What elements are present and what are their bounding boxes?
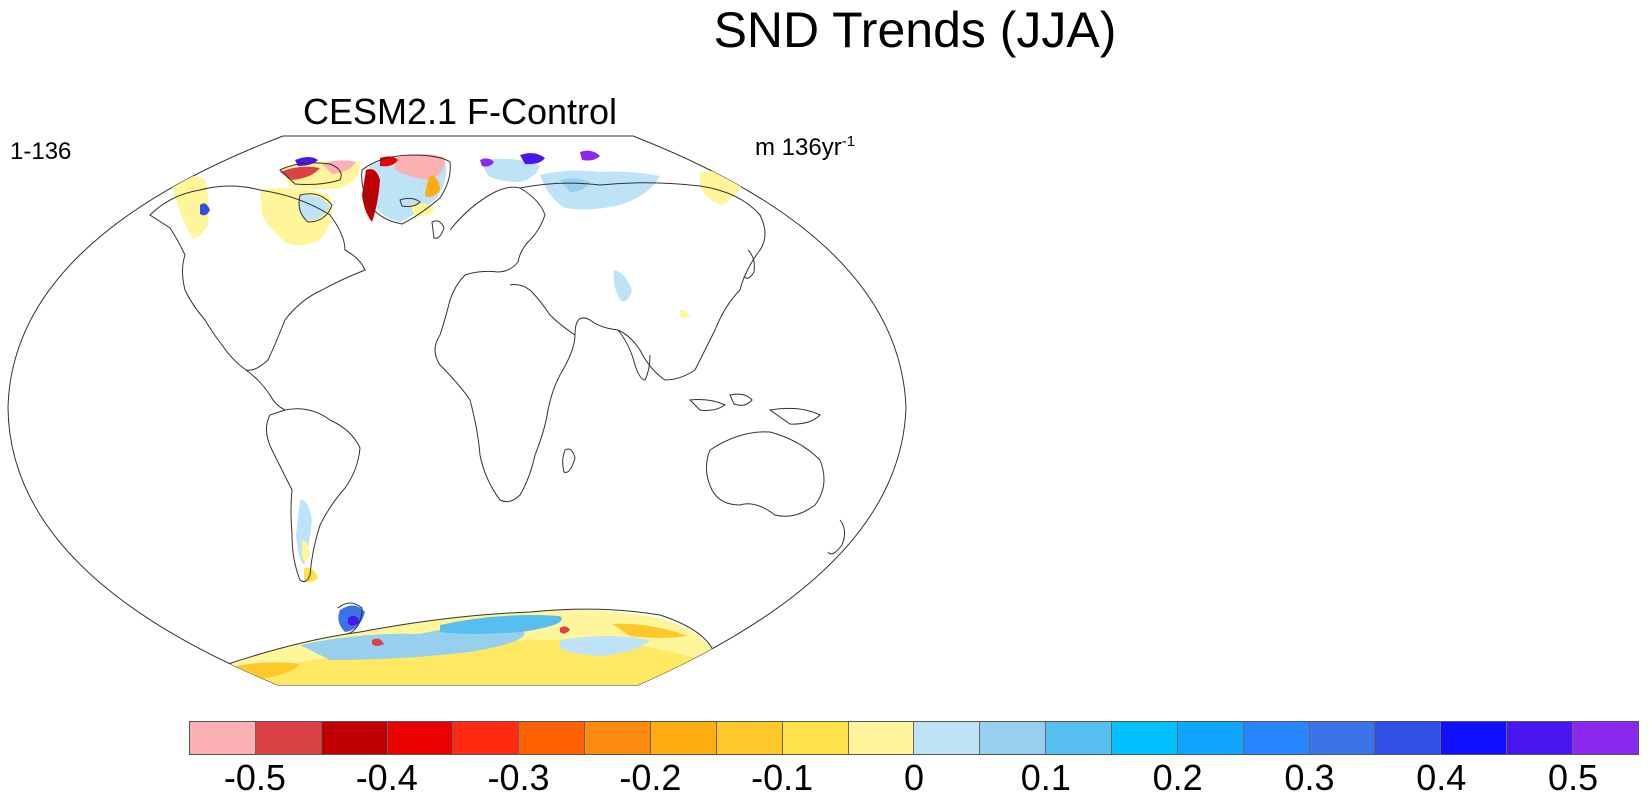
colorbar-swatch: [1243, 722, 1310, 754]
colorbar-swatch: [519, 722, 586, 754]
colorbar-tick-label: 0: [903, 757, 925, 798]
colorbar-tick-label: 0.2: [1152, 757, 1203, 798]
colorbar-swatch: [782, 722, 849, 754]
arctic-canada-shading: [170, 157, 435, 246]
colorbar-swatch: [585, 722, 652, 754]
greenland-shading: [362, 154, 447, 222]
patagonia-shading: [296, 499, 318, 583]
antarctica-shading: [220, 605, 712, 685]
colorbar-swatch: [453, 722, 520, 754]
colorbar-tick-label: -0.3: [487, 757, 550, 798]
units-base: m 136yr: [755, 134, 842, 161]
colorbar-swatch: [980, 722, 1047, 754]
colorbar-swatch: [190, 722, 256, 754]
colorbar-swatch: [914, 722, 981, 754]
colorbar-swatch: [1177, 722, 1244, 754]
colorbar-tick-label: 0.1: [1020, 757, 1071, 798]
colorbar-tick-label: -0.4: [355, 757, 418, 798]
figure-title: SND Trends (JJA): [713, 2, 1117, 58]
colorbar-swatch: [1309, 722, 1376, 754]
units-label: m 136yr-1: [755, 134, 855, 162]
colorbar-swatch: [1375, 722, 1442, 754]
colorbar-swatch: [1046, 722, 1113, 754]
colorbar: [189, 721, 1639, 755]
units-exponent: -1: [841, 133, 856, 150]
colorbar-swatch: [1112, 722, 1178, 754]
colorbar-swatch: [1573, 722, 1638, 754]
colorbar-tick-label: -0.1: [751, 757, 814, 798]
colorbar-tick-label: 0.5: [1548, 757, 1599, 798]
colorbar-swatch: [1507, 722, 1574, 754]
colorbar-swatch: [255, 722, 322, 754]
colorbar-tick-label: -0.5: [223, 757, 286, 798]
time-range-label: 1-136: [10, 138, 72, 165]
colorbar-swatch: [321, 722, 388, 754]
colorbar-tick-label: 0.4: [1416, 757, 1467, 798]
coastlines: [149, 154, 846, 666]
colorbar-swatch: [716, 722, 783, 754]
colorbar-tick-label: -0.2: [619, 757, 682, 798]
colorbar-swatch: [387, 722, 454, 754]
colorbar-labels: -0.5 -0.4 -0.3 -0.2 -0.1 0 0.1 0.2 0.3 0.4 0.5: [0, 758, 1649, 802]
panel-title: CESM2.1 F-Control: [302, 91, 618, 132]
colorbar-tick-label: 0.3: [1284, 757, 1335, 798]
colorbar-swatch: [1441, 722, 1508, 754]
colorbar-swatch: [848, 722, 915, 754]
colorbar-swatch: [651, 722, 717, 754]
